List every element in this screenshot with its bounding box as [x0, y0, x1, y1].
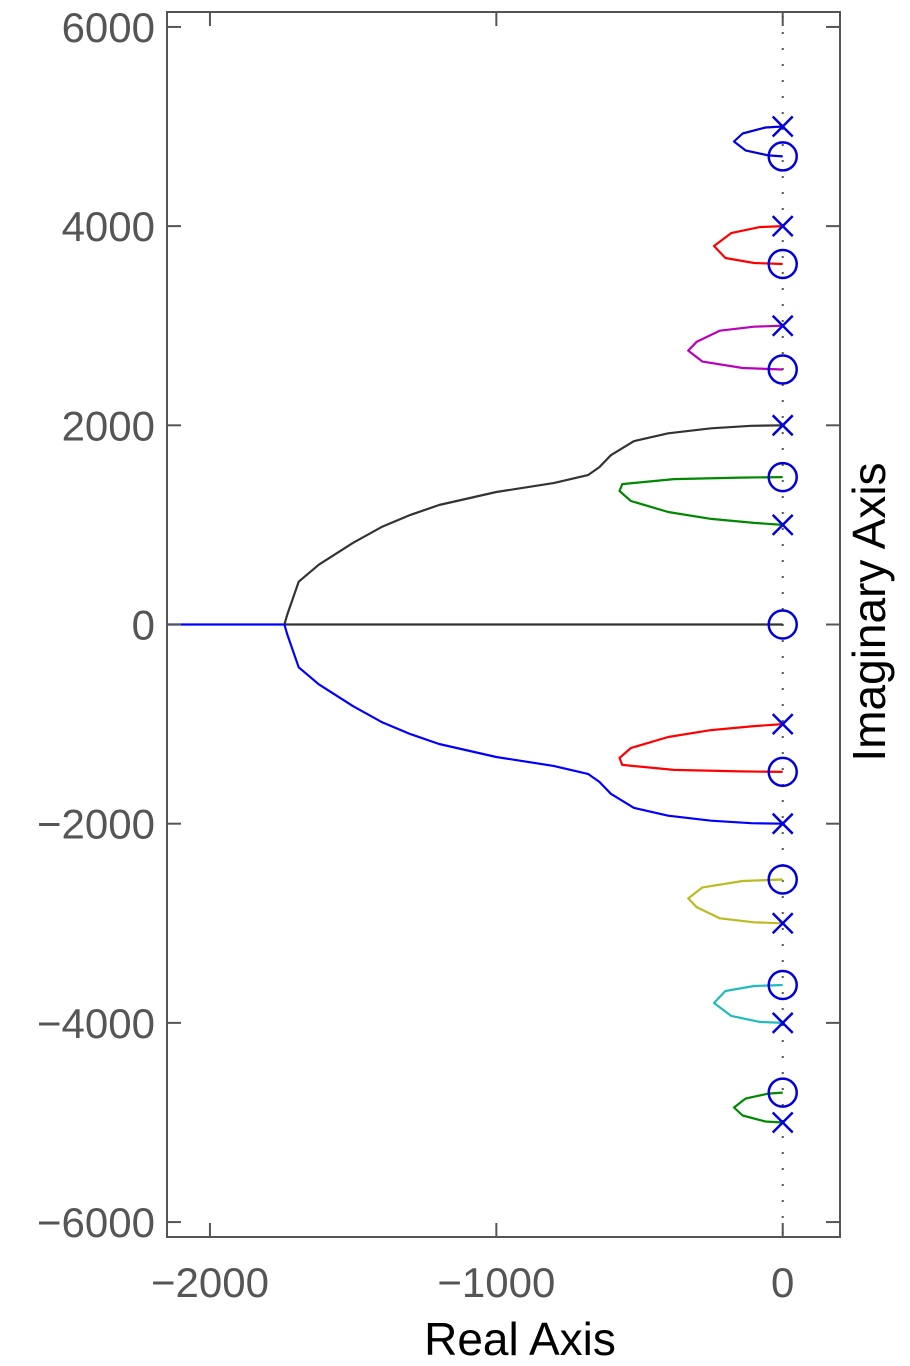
- locus-branch: [687, 324, 783, 371]
- pole-marker: [771, 1111, 794, 1134]
- x-axis-title: Real Axis: [424, 1313, 616, 1365]
- x-tick-label: −2000: [151, 1259, 269, 1306]
- pole-stroke: [771, 314, 794, 337]
- pole-stroke: [771, 514, 794, 536]
- y-tick-label: 6000: [62, 4, 155, 51]
- zero-marker: [767, 864, 798, 895]
- locus-branch: [618, 723, 783, 773]
- pole-stroke: [771, 812, 794, 835]
- pole-marker: [771, 514, 794, 536]
- y-tick-label: 2000: [62, 402, 155, 449]
- pole-zero-markers: [767, 115, 798, 1134]
- y-tick-label: −2000: [37, 801, 155, 848]
- pole-marker: [771, 215, 794, 238]
- zero-marker: [767, 756, 798, 788]
- pole-stroke: [771, 713, 794, 735]
- x-tick-label: 0: [771, 1259, 794, 1306]
- zero-marker: [767, 609, 798, 640]
- pole-marker: [771, 314, 794, 337]
- y-axis-title: Imaginary Axis: [843, 462, 895, 761]
- y-tick-label: −4000: [37, 1000, 155, 1047]
- pole-marker: [771, 1011, 794, 1034]
- pole-marker: [771, 713, 794, 735]
- pole-marker: [771, 414, 794, 437]
- locus-branch: [283, 424, 783, 626]
- pole-stroke: [771, 215, 794, 238]
- locus-branch: [712, 983, 783, 1024]
- axis-ticks: −2000 −1000 0 6000 4000 2000 0 −2000 −4000 −6000: [37, 4, 840, 1306]
- pole-marker: [771, 115, 794, 138]
- y-tick-label: 0: [132, 602, 155, 649]
- pole-marker: [771, 912, 794, 935]
- zero-marker: [767, 354, 798, 385]
- pole-stroke: [771, 1111, 794, 1134]
- pole-stroke: [771, 414, 794, 437]
- zero-marker: [767, 1077, 798, 1108]
- locus-branch: [167, 623, 783, 825]
- y-tick-label: 4000: [62, 203, 155, 250]
- pole-stroke: [771, 912, 794, 935]
- locus-branch: [618, 476, 783, 526]
- pole-stroke: [771, 1011, 794, 1034]
- zero-marker: [767, 461, 798, 493]
- locus-branch: [687, 878, 783, 925]
- locus-branch: [712, 225, 783, 266]
- y-tick-label: −6000: [37, 1199, 155, 1246]
- x-tick-label: −1000: [437, 1259, 555, 1306]
- zero-marker: [767, 248, 798, 280]
- pole-stroke: [771, 115, 794, 138]
- zero-marker: [767, 141, 798, 172]
- zero-marker: [767, 969, 798, 1001]
- pole-marker: [771, 812, 794, 835]
